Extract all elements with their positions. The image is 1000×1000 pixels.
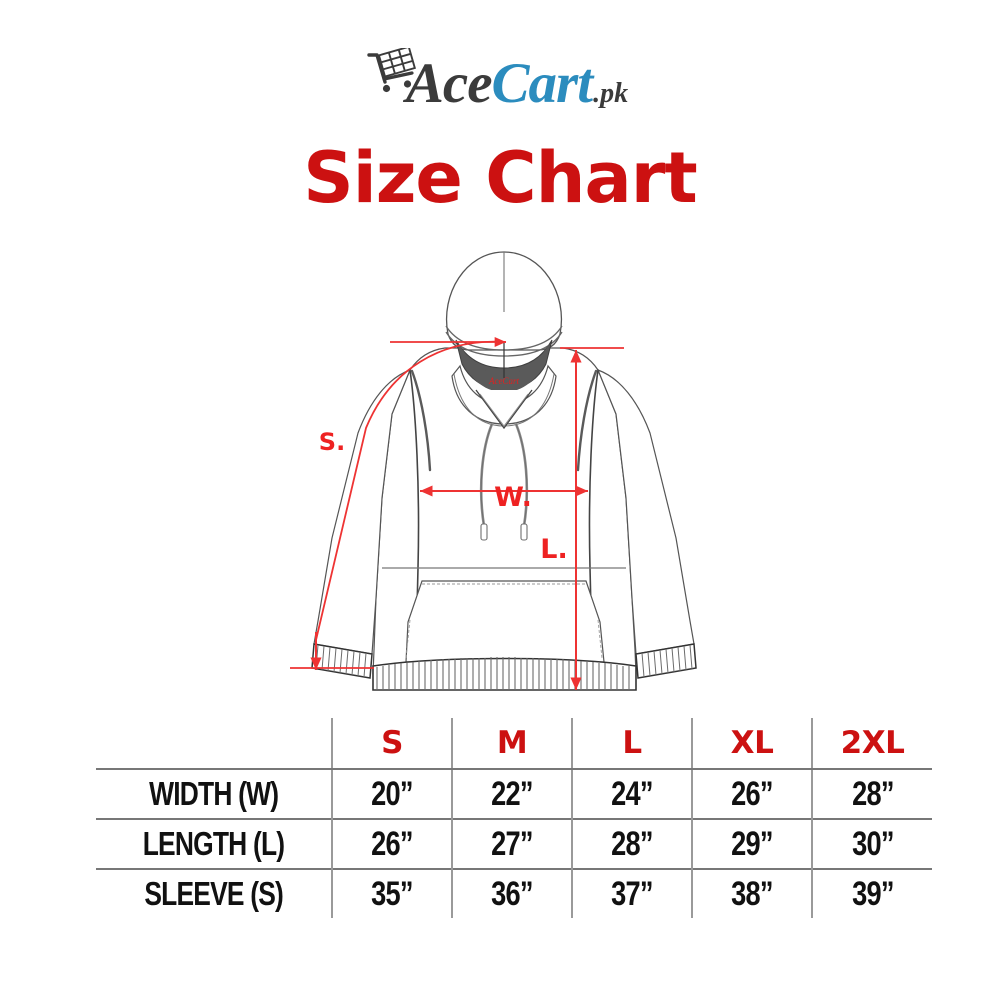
cell-sleeve-s: 35” xyxy=(331,868,452,918)
hoodie-technical-drawing: AceCart xyxy=(290,251,697,691)
table-header-s: S xyxy=(331,718,452,770)
cell-length-2xl: 30” xyxy=(811,818,932,869)
width-label: W. xyxy=(494,482,532,513)
cell-width-s: 20” xyxy=(331,769,452,819)
cell-length-s: 26” xyxy=(331,818,452,869)
cell-width-m: 22” xyxy=(451,769,572,819)
table-header-m: M xyxy=(451,718,572,770)
brand-name-secondary: Cart xyxy=(491,52,594,115)
brand-name-primary: Ace xyxy=(405,52,493,115)
cell-sleeve-l: 37” xyxy=(571,868,692,918)
brand-logo: Ace Cart .pk xyxy=(0,46,1000,122)
cell-length-l: 28” xyxy=(571,818,692,869)
table-row-width: WIDTH (W) 20” 22” 24” 26” 28” xyxy=(96,769,932,819)
cell-length-xl: 29” xyxy=(691,818,812,869)
sleeve-label: S. xyxy=(319,428,345,456)
cell-sleeve-m: 36” xyxy=(451,868,572,918)
table-row-sleeve: SLEEVE (S) 35” 36” 37” 38” 39” xyxy=(96,868,932,918)
brand-logo-inner: Ace Cart .pk xyxy=(367,46,628,122)
row-label-sleeve-text: SLEEVE (S) xyxy=(144,875,284,912)
cell-sleeve-xl: 38” xyxy=(691,868,812,918)
kangaroo-pocket xyxy=(405,580,605,663)
length-label: L. xyxy=(540,534,567,565)
right-cuff xyxy=(635,643,697,679)
table-header-l: L xyxy=(571,718,692,770)
cell-length-m: 27” xyxy=(451,818,572,869)
table-header-2xl: 2XL xyxy=(811,718,932,770)
size-chart-table: S M L XL 2XL WIDTH (W) 20” 22” 24” 26” xyxy=(96,718,932,918)
shopping-cart-icon xyxy=(367,48,416,93)
size-chart-table-wrapper: S M L XL 2XL WIDTH (W) 20” 22” 24” 26” xyxy=(96,718,932,918)
brand-tld: .pk xyxy=(593,78,629,109)
row-label-sleeve: SLEEVE (S) xyxy=(96,868,332,918)
ribbed-hem xyxy=(372,657,637,691)
table-header-xl: XL xyxy=(691,718,812,770)
cell-width-l: 24” xyxy=(571,769,692,819)
row-label-length-text: LENGTH (L) xyxy=(142,825,285,862)
cell-width-2xl: 28” xyxy=(811,769,932,819)
neck-brand-label: AceCart xyxy=(488,376,519,386)
table-header-row: S M L XL 2XL xyxy=(96,718,932,770)
sleeve-measure-curve xyxy=(315,340,507,641)
row-label-width-text: WIDTH (W) xyxy=(148,775,279,812)
page-title: Size Chart xyxy=(303,137,697,219)
cell-sleeve-2xl: 39” xyxy=(811,868,932,918)
row-label-length: LENGTH (L) xyxy=(96,818,332,869)
row-label-width: WIDTH (W) xyxy=(96,769,332,819)
cell-width-xl: 26” xyxy=(691,769,812,819)
table-row-length: LENGTH (L) 26” 27” 28” 29” 30” xyxy=(96,818,932,869)
table-corner-cell xyxy=(96,718,332,770)
